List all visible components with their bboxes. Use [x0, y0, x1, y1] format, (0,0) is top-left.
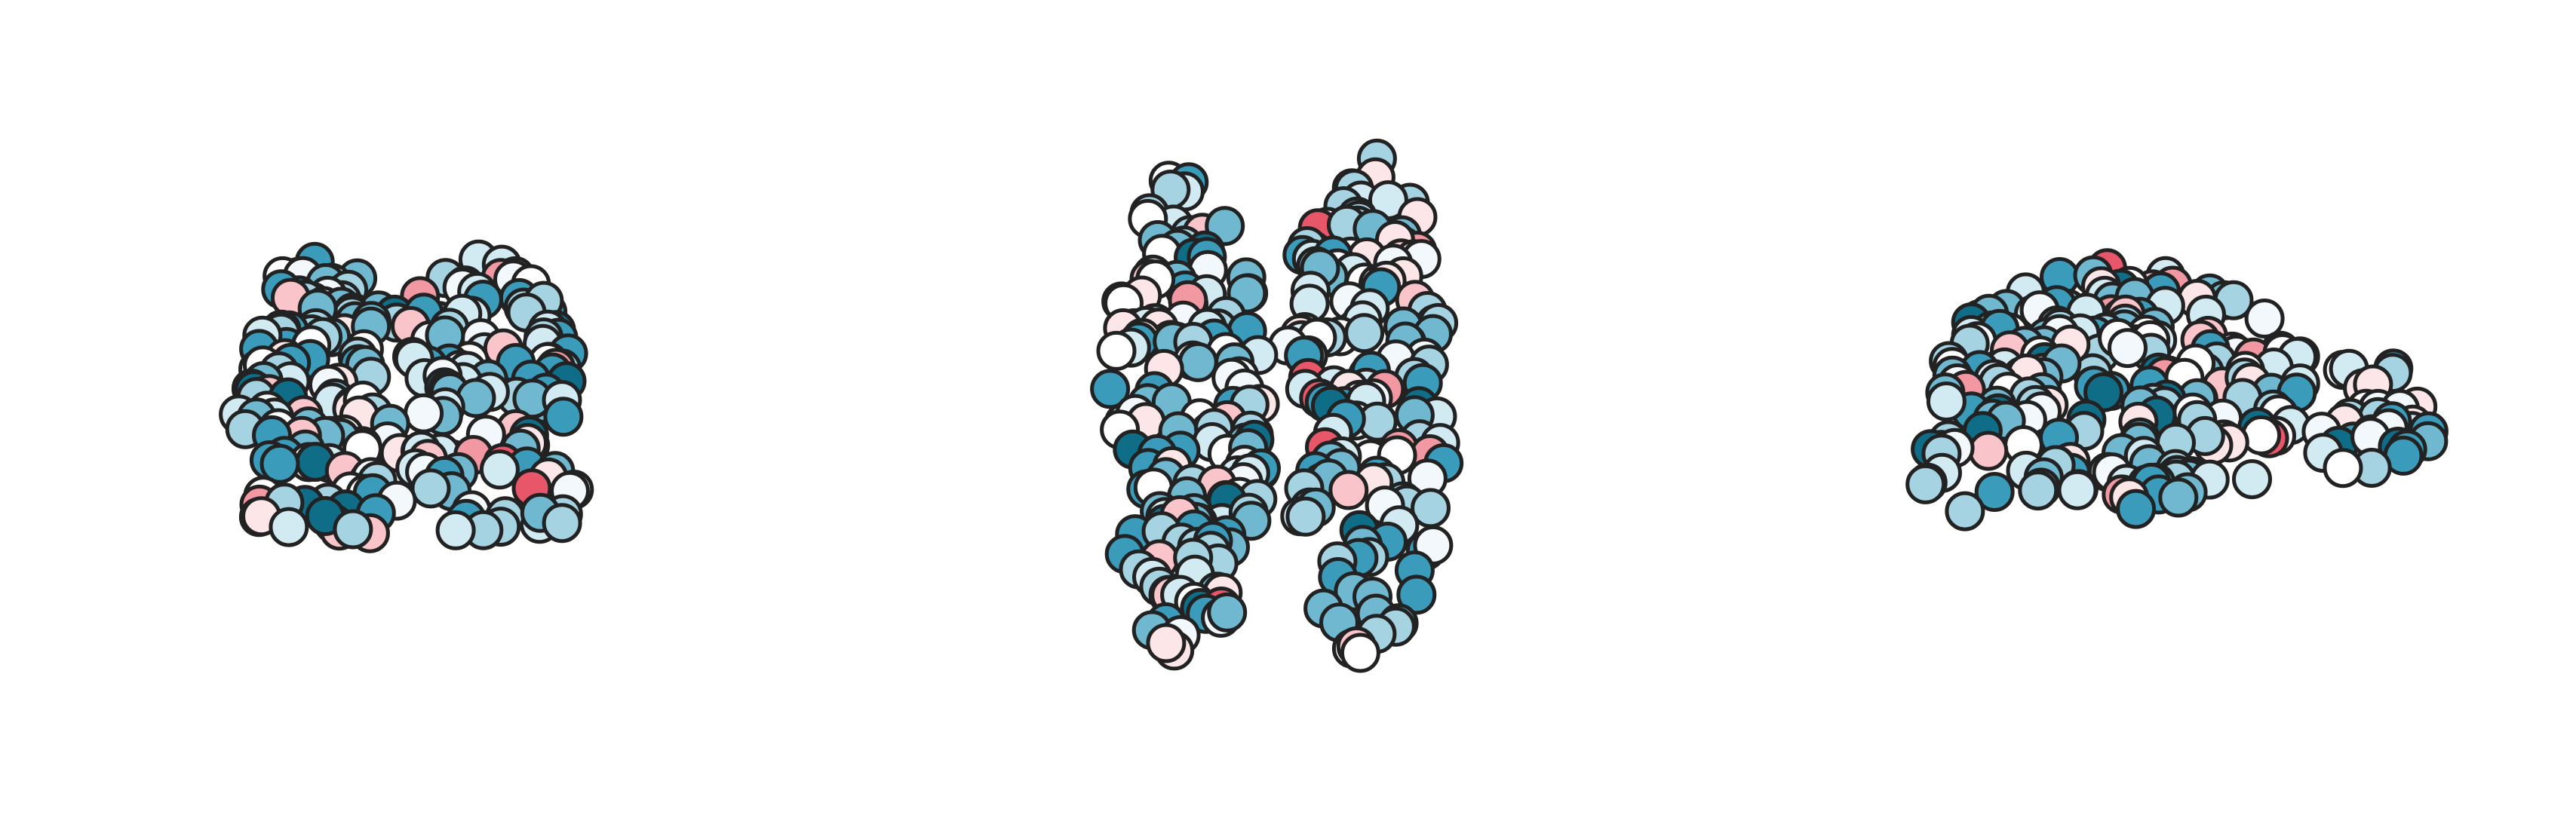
sagittal-view: [1905, 248, 2449, 532]
brain-node: [1328, 470, 1369, 510]
brain-node: [543, 397, 584, 437]
brain-node: [1177, 342, 1218, 382]
brain-node: [333, 509, 373, 550]
brain-node: [2323, 448, 2363, 489]
brain-node: [1968, 430, 2009, 471]
brain-node: [259, 443, 300, 484]
brain-node: [1396, 574, 1437, 615]
brain-node: [1285, 496, 1326, 537]
brain-node: [1945, 491, 1985, 532]
brain-node: [479, 449, 520, 490]
brain-node: [2244, 299, 2285, 339]
brain-node: [2018, 470, 2059, 511]
brain-node: [269, 507, 309, 547]
brain-node: [542, 503, 582, 544]
brain-node: [2232, 459, 2272, 500]
brain-node: [410, 468, 451, 509]
coronal-view: [219, 239, 594, 553]
brain-node: [1974, 472, 2015, 512]
brain-node: [1926, 381, 1967, 421]
brain-node: [1340, 633, 1380, 673]
brain-node: [2158, 477, 2199, 518]
axial-view: [1090, 138, 1464, 673]
brain-node: [1905, 464, 1946, 504]
brain-node: [2241, 415, 2282, 455]
brain-node: [2057, 470, 2098, 510]
brain-node: [1096, 330, 1137, 371]
brain-node: [1207, 592, 1248, 633]
brain-node: [1090, 369, 1131, 409]
brain-node: [2116, 489, 2157, 529]
brain-node: [1146, 623, 1187, 663]
brain-node: [404, 393, 444, 433]
brain-node: [1344, 313, 1385, 354]
brain-node: [2108, 328, 2148, 369]
brain-node: [435, 510, 476, 550]
